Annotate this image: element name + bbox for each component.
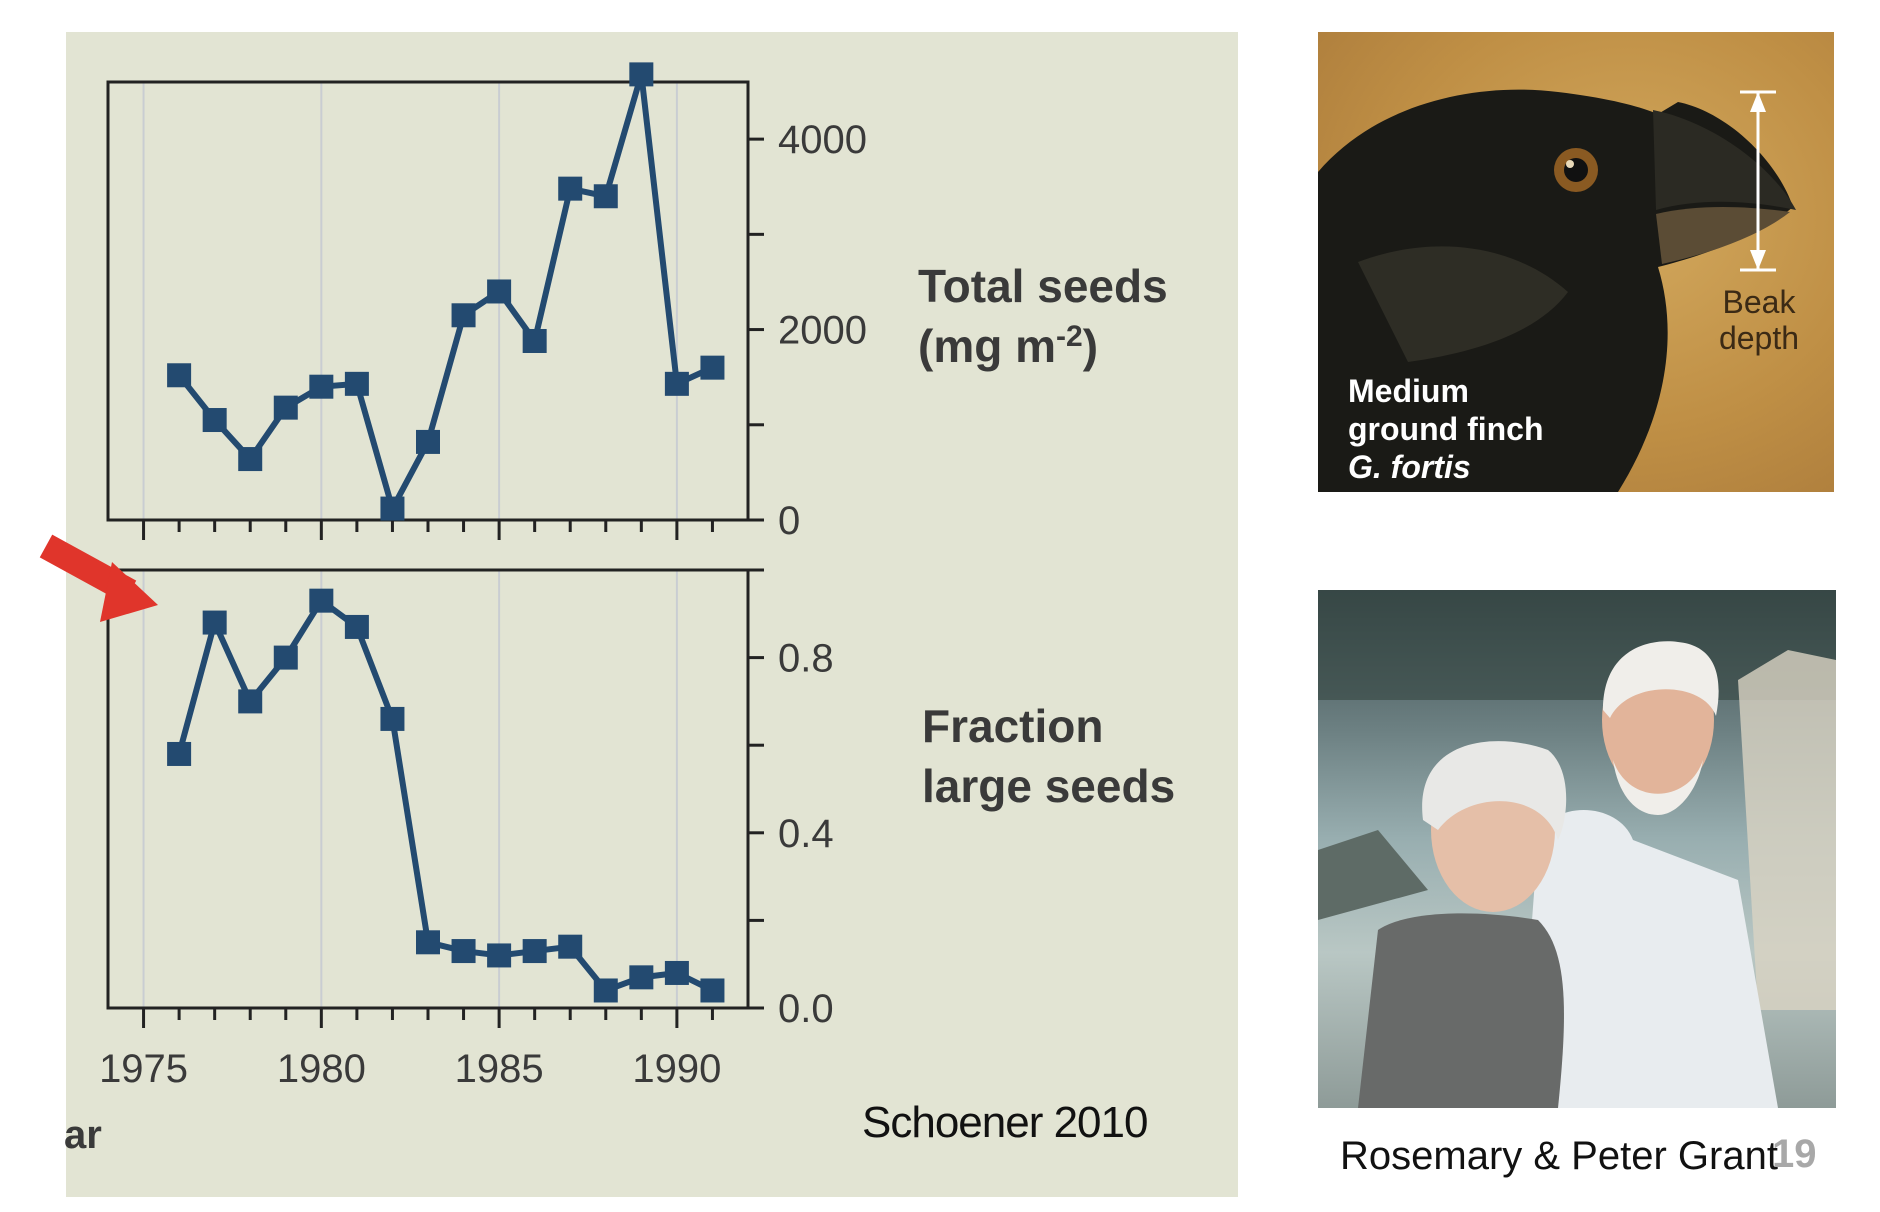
- data-point: [664, 371, 689, 396]
- data-point: [700, 978, 725, 1003]
- x-tick-label: 1980: [277, 1047, 366, 1091]
- x-tick-label: 1975: [99, 1047, 188, 1091]
- figure-panel: [66, 32, 1238, 1197]
- data-point: [344, 371, 369, 396]
- data-point: [416, 429, 440, 454]
- people-photo-credit: Rosemary & Peter Grant: [1340, 1134, 1778, 1178]
- x-tick-label: 1985: [455, 1047, 544, 1091]
- data-point: [700, 355, 725, 380]
- data-point: [558, 176, 583, 201]
- data-point: [309, 374, 334, 399]
- y-tick-label: 0.0: [778, 987, 834, 1031]
- x-axis-label-fragment: ar: [64, 1113, 102, 1157]
- y-axis-label-line: Fraction: [922, 700, 1103, 752]
- y-tick-label: 0.8: [778, 637, 834, 681]
- data-point: [522, 939, 547, 964]
- chart-source-credit: Schoener 2010: [862, 1098, 1148, 1147]
- y-axis-label: Total seeds: [918, 260, 1168, 312]
- y-tick-label: 0: [778, 499, 800, 543]
- data-point: [238, 689, 263, 714]
- data-point: [202, 408, 227, 433]
- data-point: [273, 645, 298, 670]
- data-point: [202, 610, 227, 635]
- data-point: [380, 706, 405, 731]
- grant-couple-photo: [1318, 590, 1836, 1108]
- finch-caption-line2: ground finch: [1348, 411, 1544, 447]
- data-point: [451, 939, 476, 964]
- data-point: [309, 588, 334, 613]
- data-point: [487, 279, 512, 304]
- y-tick-label: 2000: [778, 309, 867, 353]
- red-arrow-head: [100, 562, 158, 622]
- data-point: [522, 328, 547, 353]
- data-point: [629, 965, 654, 990]
- data-point: [593, 184, 618, 209]
- x-tick-label: 1990: [632, 1047, 721, 1091]
- finch-caption: Medium ground finch G. fortis: [1348, 372, 1544, 486]
- y-axis-label-units: (mg m-2): [918, 320, 1098, 372]
- y-axis-label-line: large seeds: [922, 760, 1175, 812]
- y-tick-label: 0.4: [778, 812, 834, 856]
- data-point: [558, 934, 583, 959]
- finch-caption-line1: Medium: [1348, 373, 1469, 409]
- data-point: [593, 978, 618, 1003]
- data-point: [167, 741, 192, 766]
- series-line-2: [176, 597, 714, 994]
- slide-number: 19: [1772, 1132, 1817, 1176]
- data-point: [380, 496, 405, 521]
- data-point: [273, 395, 298, 420]
- y-tick-label: 4000: [778, 118, 867, 162]
- data-point: [344, 614, 369, 639]
- data-point: [629, 62, 654, 87]
- finch-drawing: [1318, 89, 1796, 492]
- data-point: [416, 930, 440, 955]
- data-point: [664, 960, 689, 985]
- finch-illustration: Beak depth Medium ground finch G. fortis: [1318, 32, 1834, 492]
- couple-drawing: [1318, 590, 1836, 1108]
- data-point: [451, 303, 476, 328]
- data-point: [487, 943, 512, 968]
- series-line-1: [176, 71, 714, 512]
- data-point: [238, 447, 263, 472]
- beak-depth-label: Beak depth: [1718, 284, 1800, 356]
- data-point: [167, 363, 192, 388]
- finch-species: G. fortis: [1348, 449, 1471, 485]
